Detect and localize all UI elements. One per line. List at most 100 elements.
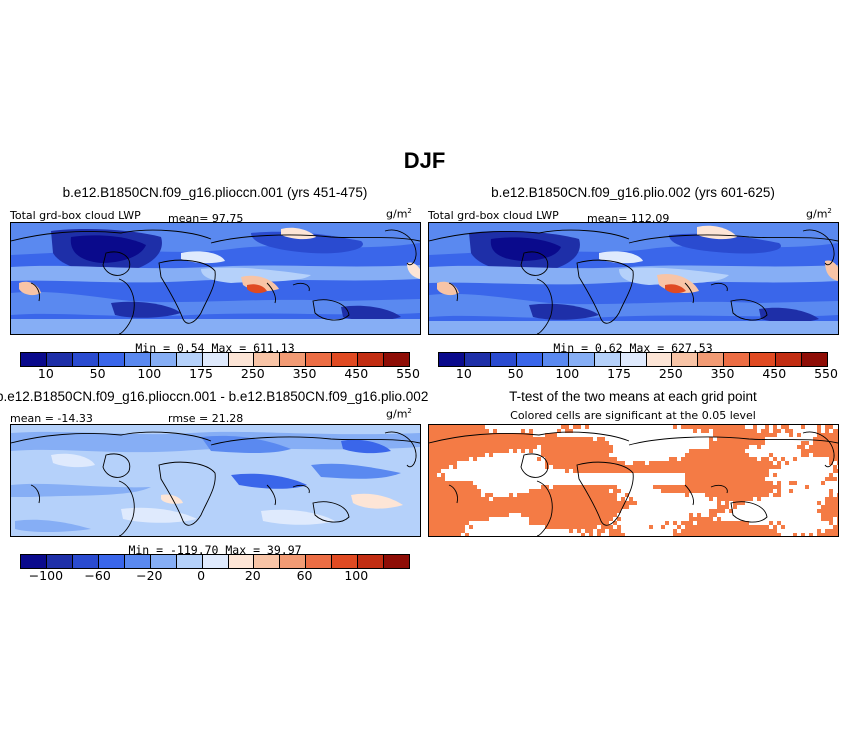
significant-cell	[717, 425, 721, 429]
colorbar-tick-label: 50	[89, 366, 106, 381]
significant-cell	[445, 509, 449, 513]
significant-cell	[445, 485, 449, 489]
significant-cell	[461, 449, 465, 453]
significant-cell	[461, 529, 465, 533]
significant-cell	[773, 457, 777, 461]
colorbar-tick-label: 100	[555, 366, 580, 381]
significant-cell	[605, 453, 609, 457]
significant-cell	[569, 429, 573, 433]
significant-cell	[565, 497, 569, 501]
significant-cell	[757, 465, 761, 469]
significant-cell	[733, 441, 737, 445]
significant-cell	[693, 525, 697, 529]
significant-cell	[729, 533, 733, 536]
significant-cell	[717, 501, 721, 505]
significant-cell	[757, 481, 761, 485]
significant-cell	[673, 425, 677, 429]
significant-cell	[429, 465, 433, 469]
significant-cell	[485, 449, 489, 453]
significant-cell	[453, 457, 457, 461]
significant-cell	[697, 469, 701, 473]
colorbar-swatch	[21, 555, 47, 568]
significant-cell	[685, 493, 689, 497]
significant-cell	[741, 461, 745, 465]
significant-cell	[461, 433, 465, 437]
significant-cell	[461, 441, 465, 445]
significant-cell	[561, 453, 565, 457]
significant-cell	[525, 493, 529, 497]
significant-cell	[577, 437, 581, 441]
significant-cell	[833, 477, 837, 481]
significant-cell	[829, 497, 833, 501]
significant-cell	[601, 485, 605, 489]
significant-cell	[437, 521, 441, 525]
significant-cell	[757, 477, 761, 481]
significant-cell	[613, 485, 617, 489]
significant-cell	[593, 441, 597, 445]
significant-cell	[765, 485, 769, 489]
significant-cell	[429, 497, 433, 501]
significant-cell	[601, 525, 605, 529]
significant-cell	[729, 425, 733, 429]
significant-cell	[721, 509, 725, 513]
significant-cell	[725, 529, 729, 533]
significant-cell	[581, 465, 585, 469]
significant-cell	[569, 521, 573, 525]
panel4-coastlines	[429, 431, 838, 536]
significant-cell	[521, 429, 525, 433]
significant-cell	[553, 489, 557, 493]
significant-cell	[753, 441, 757, 445]
significant-cell	[617, 489, 621, 493]
significant-cell	[453, 493, 457, 497]
significant-cell	[577, 453, 581, 457]
significant-cell	[553, 517, 557, 521]
significant-cell	[825, 529, 829, 533]
significant-cell	[829, 433, 833, 437]
significant-cell	[733, 485, 737, 489]
significant-cell	[753, 477, 757, 481]
significant-cell	[837, 437, 838, 441]
significant-cell	[749, 533, 753, 536]
significant-cell	[429, 509, 433, 513]
significant-cell	[617, 509, 621, 513]
significant-cell	[521, 437, 525, 441]
significant-cell	[737, 465, 741, 469]
significant-cell	[741, 449, 745, 453]
significant-cell	[441, 473, 445, 477]
significant-cell	[745, 481, 749, 485]
significant-cell	[689, 449, 693, 453]
significant-cell	[725, 453, 729, 457]
significant-cell	[437, 445, 441, 449]
significant-cell	[605, 501, 609, 505]
significant-cell	[729, 441, 733, 445]
significant-cell	[749, 457, 753, 461]
significant-cell	[569, 445, 573, 449]
significant-cell	[745, 485, 749, 489]
significant-cell	[433, 449, 437, 453]
significant-cell	[469, 445, 473, 449]
significant-cell	[685, 521, 689, 525]
significant-cell	[445, 425, 449, 429]
significant-cell	[749, 429, 753, 433]
significant-cell	[541, 485, 545, 489]
significant-cell	[829, 457, 833, 461]
significant-cell	[589, 465, 593, 469]
significant-cell	[689, 517, 693, 521]
significant-cell	[821, 437, 825, 441]
significant-cell	[837, 453, 838, 457]
significant-cell	[629, 501, 633, 505]
significant-cell	[705, 469, 709, 473]
significant-cell	[609, 513, 613, 517]
significant-cell	[561, 445, 565, 449]
significant-cell	[817, 433, 821, 437]
significant-cell	[461, 505, 465, 509]
significant-cell	[473, 505, 477, 509]
significant-cell	[565, 509, 569, 513]
significant-cell	[557, 501, 561, 505]
significant-cell	[505, 445, 509, 449]
significant-cell	[549, 493, 553, 497]
significant-cell	[473, 457, 477, 461]
significant-cell	[569, 525, 573, 529]
significant-cell	[709, 469, 713, 473]
significant-cell	[801, 533, 805, 536]
